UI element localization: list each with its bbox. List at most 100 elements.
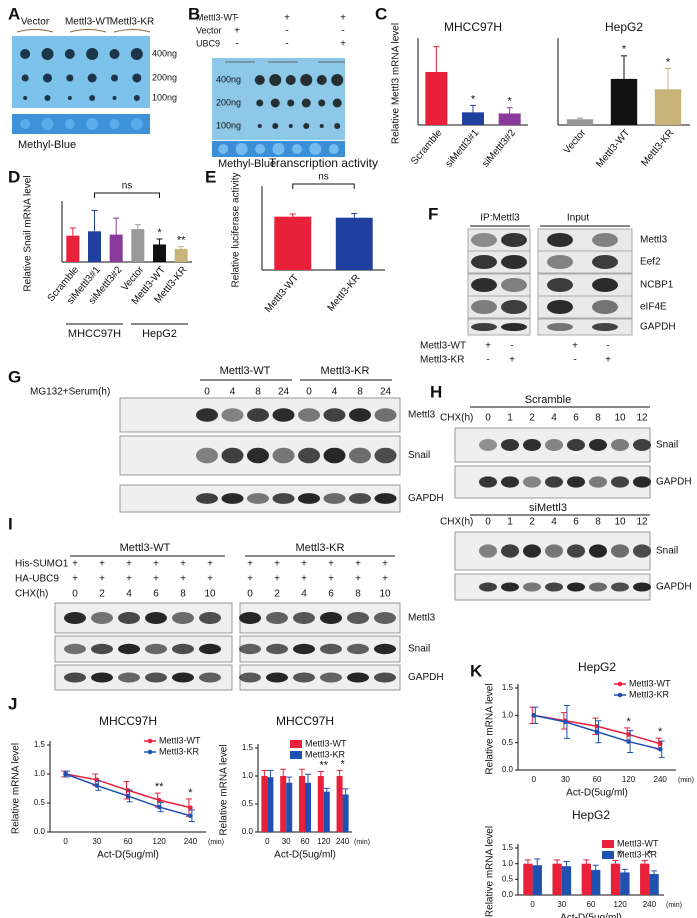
panel-letter: I: [8, 514, 13, 533]
marker: [626, 739, 631, 744]
band: [221, 447, 244, 464]
group-label: HepG2: [142, 328, 177, 340]
x-tick-label: Mettl3-WT: [594, 128, 632, 170]
treatment-mark: +: [355, 559, 361, 570]
band: [567, 476, 585, 488]
band: [239, 672, 261, 683]
band: [118, 612, 140, 624]
significance: *: [658, 726, 663, 738]
band: [501, 544, 519, 558]
y-tick-label: 0.5: [502, 874, 514, 883]
band: [91, 643, 113, 655]
dot-spot: [132, 73, 142, 83]
band: [196, 493, 218, 504]
amount-label: 100ng: [152, 92, 177, 102]
dot-spot: [285, 75, 296, 85]
legend-marker: [617, 681, 623, 687]
band: [592, 300, 618, 314]
panel-letter: C: [375, 4, 387, 23]
treatment-mark: +: [72, 574, 78, 585]
band: [374, 493, 397, 504]
significance: *: [618, 848, 623, 860]
band: [293, 643, 315, 655]
chart-title: HepG2: [578, 660, 616, 674]
annotation: ns: [122, 181, 133, 192]
band: [221, 408, 244, 422]
time-label: 0: [485, 517, 491, 528]
band: [611, 544, 629, 558]
group-label: Mettl3-WT: [220, 365, 271, 377]
bar: [174, 248, 188, 262]
treatment-mark: +: [180, 574, 186, 585]
bar: [280, 776, 287, 832]
marker: [156, 797, 162, 803]
dot-spot: [256, 99, 264, 107]
treatment-mark: -: [235, 13, 238, 24]
dot-spot: [86, 48, 99, 60]
treatment-mark: +: [328, 574, 334, 585]
band: [266, 643, 288, 655]
dot-spot: [303, 123, 310, 129]
bar: [298, 776, 305, 832]
y-tick-label: 1.0: [502, 859, 514, 868]
panel-letter: K: [470, 661, 483, 680]
x-tick-label: 240: [654, 775, 668, 784]
band: [547, 278, 573, 292]
dot-spot: [270, 98, 280, 108]
bar: [66, 235, 80, 262]
band: [374, 612, 396, 624]
dot-spot: [257, 124, 262, 128]
x-unit-label: (min): [678, 777, 694, 784]
time-label: 10: [379, 589, 391, 600]
time-label: 12: [636, 517, 648, 528]
band: [589, 582, 607, 592]
time-label: 24: [380, 387, 392, 398]
band: [347, 643, 369, 655]
dot-spot: [23, 96, 28, 100]
bar: [336, 776, 343, 832]
x-tick-label: 60: [593, 775, 602, 784]
band: [592, 278, 618, 292]
bar: [610, 78, 638, 125]
time-label: 0: [204, 387, 210, 398]
band: [501, 233, 527, 247]
column-label: Mettl3-KR: [110, 17, 154, 28]
band: [545, 544, 563, 558]
legend-label: Mettl3-WT: [159, 735, 201, 745]
panel-letter: E: [205, 167, 216, 186]
dot-spot: [254, 75, 265, 85]
protein-label: Mettl3: [640, 235, 668, 246]
treatment-mark: -: [573, 355, 576, 366]
panel-letter: G: [8, 367, 21, 386]
treatment-mark: +: [72, 559, 78, 570]
dot-spot: [67, 96, 72, 100]
bar: [591, 869, 601, 895]
y-tick-label: 1.0: [502, 710, 514, 719]
treatment-mark: +: [605, 355, 611, 366]
significance: **: [155, 781, 164, 793]
x-tick-label: 120: [153, 837, 167, 846]
dot-spot: [41, 48, 54, 60]
bar: [335, 217, 373, 270]
band: [545, 476, 563, 488]
band: [118, 643, 140, 655]
band: [589, 439, 607, 451]
band: [471, 300, 497, 314]
x-tick-label: 120: [317, 837, 331, 846]
dot-spot: [112, 96, 117, 100]
bracket: [113, 29, 151, 33]
bar: [261, 776, 268, 832]
dot-spot: [328, 144, 339, 154]
dot-spot: [272, 123, 279, 129]
y-tick-label: 0.5: [34, 798, 46, 807]
time-label: 0: [306, 387, 312, 398]
time-label: 4: [230, 387, 236, 398]
band: [298, 447, 320, 464]
dot-spot: [331, 74, 344, 86]
y-axis-label: Relative mRNA level: [219, 744, 230, 835]
band: [611, 476, 629, 488]
treatment-mark: +: [572, 341, 578, 352]
time-label: 0: [485, 413, 491, 424]
significance: *: [340, 758, 345, 770]
